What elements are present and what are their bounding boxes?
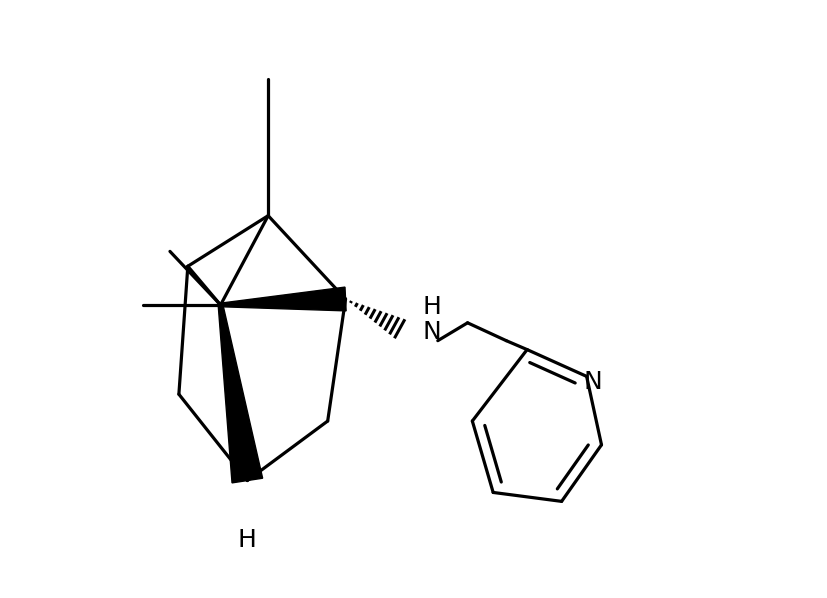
- Text: N: N: [423, 320, 441, 344]
- Text: N: N: [582, 370, 601, 394]
- Text: H: H: [423, 295, 442, 319]
- Polygon shape: [220, 287, 346, 311]
- Text: H: H: [237, 528, 256, 552]
- Polygon shape: [218, 304, 262, 483]
